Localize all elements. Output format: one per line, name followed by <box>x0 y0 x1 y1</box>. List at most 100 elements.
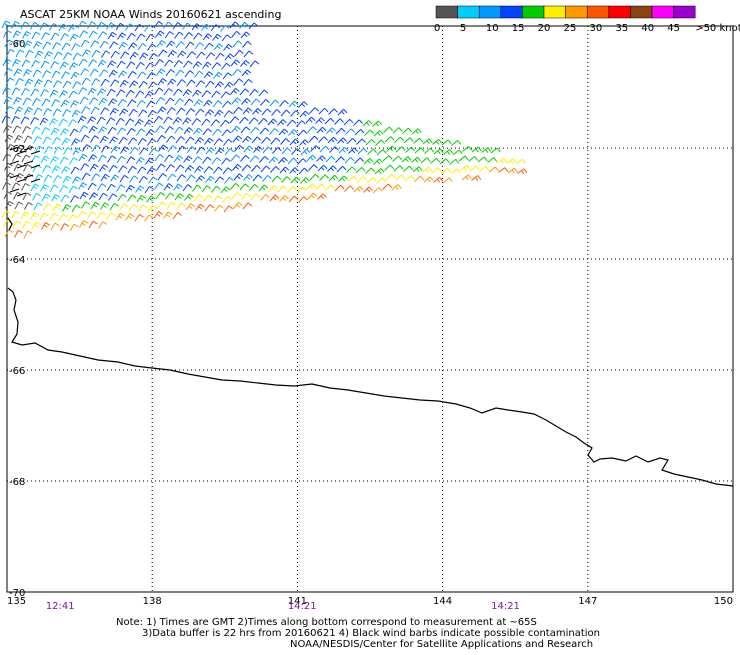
wind-barb <box>24 107 33 115</box>
wind-barb <box>61 137 71 146</box>
latitude-label: -66 <box>9 366 25 377</box>
wind-barb <box>33 202 43 211</box>
wind-barb <box>242 135 252 143</box>
wind-barb <box>146 167 156 175</box>
wind-barb <box>346 137 357 145</box>
wind-barb <box>176 107 186 115</box>
scale-swatch <box>586 5 610 19</box>
wind-barb <box>156 163 166 171</box>
wind-barb <box>30 183 40 192</box>
wind-barb <box>43 203 52 211</box>
wind-barb <box>223 138 233 146</box>
wind-barb <box>145 62 155 70</box>
wind-barb <box>376 149 387 156</box>
wind-barb <box>259 127 270 135</box>
wind-barb <box>158 144 168 152</box>
wind-barb <box>260 194 270 201</box>
wind-barb <box>239 21 249 29</box>
wind-barb <box>117 32 127 40</box>
wind-barb <box>68 214 78 222</box>
wind-barb <box>184 70 194 78</box>
wind-barb <box>335 127 346 135</box>
wind-barb <box>127 194 137 202</box>
wind-barb <box>32 69 42 78</box>
wind-barb <box>108 193 118 201</box>
wind-barb <box>308 164 318 171</box>
wind-barb <box>391 184 402 191</box>
wind-barb <box>154 87 164 95</box>
wind-barb <box>2 86 11 95</box>
wind-barb <box>404 175 415 182</box>
wind-barb <box>241 164 252 172</box>
wind-barb <box>53 51 63 60</box>
wind-barb <box>31 31 41 40</box>
wind-barb <box>88 30 98 39</box>
wind-barb <box>201 23 211 31</box>
wind-barb <box>166 107 176 115</box>
wind-barb <box>205 52 216 60</box>
contaminated-barb <box>9 188 20 193</box>
wind-speed-scale: 0 5 10 15 20 25 30 35 40 45 >50 knots <box>434 5 740 34</box>
wind-barb <box>70 100 80 108</box>
wind-barb <box>346 166 356 173</box>
wind-barb <box>128 137 138 145</box>
wind-barb <box>117 127 127 135</box>
longitude-label: 138 <box>143 596 162 607</box>
wind-barb <box>52 108 62 117</box>
wind-barb <box>33 136 42 144</box>
wind-barb <box>115 117 125 126</box>
wind-barb <box>127 165 137 174</box>
wind-barb <box>192 61 203 69</box>
wind-barb <box>40 184 49 192</box>
wind-barb <box>72 52 82 61</box>
contaminated-barb <box>30 164 41 169</box>
wind-barb <box>80 39 90 48</box>
wind-barb <box>298 167 309 175</box>
wind-barb <box>77 115 87 124</box>
wind-barb <box>411 128 422 135</box>
wind-barb <box>135 156 145 165</box>
wind-barb <box>195 80 206 88</box>
wind-barb <box>337 108 348 116</box>
wind-barb <box>517 168 528 175</box>
wind-barb <box>271 109 281 116</box>
wind-barb <box>53 175 62 183</box>
scale-swatch <box>673 5 696 19</box>
wind-barb <box>147 110 157 118</box>
wind-barb <box>306 154 317 162</box>
wind-barb <box>33 41 42 49</box>
wind-barb <box>335 156 345 163</box>
longitude-label: 150 <box>714 596 733 607</box>
wind-barb <box>2 153 12 162</box>
wind-barb <box>148 81 158 89</box>
wind-barb <box>234 144 244 152</box>
wind-barb <box>23 164 32 172</box>
wind-barb <box>401 156 412 163</box>
wind-barb <box>30 22 39 30</box>
wind-barb <box>215 52 225 60</box>
wind-barb <box>183 60 193 68</box>
wind-barb <box>81 77 91 86</box>
wind-barb <box>166 40 176 48</box>
wind-barb <box>90 135 100 143</box>
wind-barb <box>23 230 33 239</box>
wind-barb <box>196 146 206 154</box>
wind-barb <box>42 70 51 78</box>
wind-barb <box>163 88 173 96</box>
wind-barb <box>211 185 221 193</box>
wind-barb <box>126 32 136 41</box>
wind-barb <box>62 204 72 212</box>
wind-barb <box>39 22 49 31</box>
wind-barb <box>148 53 158 61</box>
wind-barb <box>357 176 367 183</box>
wind-barb <box>372 120 382 127</box>
wind-barb <box>72 176 82 184</box>
wind-barb <box>232 68 242 76</box>
wind-barb <box>71 138 81 146</box>
wind-barb <box>125 23 135 31</box>
wind-barb <box>307 126 317 133</box>
wind-barb <box>316 155 326 162</box>
wind-barb <box>106 117 116 125</box>
wind-barb <box>51 194 60 202</box>
wind-barb <box>50 127 60 136</box>
